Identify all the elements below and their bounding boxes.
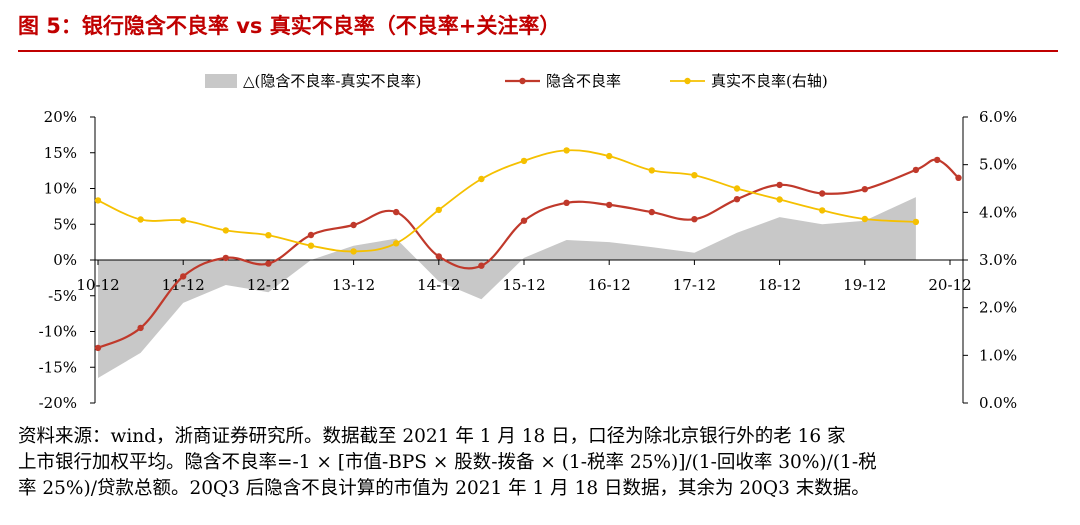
- point-actual-npl: [912, 218, 920, 226]
- right-tick-label: 3.0%: [979, 251, 1017, 269]
- point-implied-npl: [912, 166, 920, 174]
- left-tick-label: -10%: [39, 323, 77, 341]
- left-tick-label: 15%: [44, 144, 77, 162]
- point-implied-npl: [180, 273, 187, 280]
- point-implied-npl: [520, 217, 528, 224]
- line-series-implied-npl: [97, 158, 960, 349]
- legend-marker-actual-npl: [684, 77, 691, 85]
- point-implied-npl: [265, 260, 272, 267]
- point-actual-npl: [307, 242, 315, 249]
- left-tick-label: 0%: [53, 251, 77, 269]
- point-implied-npl: [563, 199, 570, 206]
- point-actual-npl: [819, 207, 826, 214]
- point-actual-npl: [563, 147, 570, 154]
- point-implied-npl: [955, 174, 962, 181]
- x-tick-label: 14-12: [417, 276, 460, 294]
- chart: △(隐含不良率-真实不良率) 隐含不良率 真实不良率(右轴) 20% 15% 10% 5%…: [39, 72, 1018, 412]
- area-series-delta: [98, 197, 916, 378]
- point-actual-npl: [478, 175, 485, 183]
- point-actual-npl: [776, 196, 783, 203]
- x-tick-label: 17-12: [673, 276, 716, 294]
- point-implied-npl: [733, 196, 741, 203]
- x-tick-label: 10-12: [76, 276, 119, 294]
- point-implied-npl: [691, 216, 698, 223]
- x-tick-label: 19-12: [843, 276, 886, 294]
- point-actual-npl: [222, 227, 229, 234]
- point-actual-npl: [733, 185, 741, 192]
- point-actual-npl: [520, 157, 528, 165]
- right-tick-label: 0.0%: [979, 394, 1017, 412]
- point-implied-npl: [606, 201, 613, 209]
- point-actual-npl: [350, 248, 357, 255]
- line-series-actual-npl: [97, 149, 916, 253]
- x-tick-label: 16-12: [588, 276, 631, 294]
- source-line-2: 上市银行加权平均。隐含不良率=-1 × [市值-BPS × 股数-拨备 × (1…: [18, 452, 877, 473]
- legend-label-implied-npl: 隐含不良率: [546, 72, 621, 90]
- x-tick-label: 12-12: [247, 276, 290, 294]
- chart-legend: △(隐含不良率-真实不良率) 隐含不良率 真实不良率(右轴): [205, 72, 828, 90]
- point-actual-npl: [435, 206, 442, 214]
- point-actual-npl: [180, 217, 187, 224]
- legend-marker-implied-npl: [519, 77, 526, 85]
- point-implied-npl: [648, 208, 655, 216]
- right-tick-label: 1.0%: [979, 346, 1017, 364]
- point-actual-npl: [691, 172, 698, 179]
- legend-label-actual-npl: 真实不良率(右轴): [711, 72, 828, 90]
- title-rule: [18, 50, 1058, 52]
- point-implied-npl: [94, 344, 102, 352]
- point-implied-npl: [350, 221, 357, 229]
- lines-layer: [94, 147, 962, 352]
- figure-title: 图 5：银行隐含不良率 vs 真实不良率（不良率+关注率）: [18, 14, 561, 38]
- point-implied-npl: [776, 181, 783, 189]
- point-actual-npl: [606, 152, 613, 160]
- point-actual-npl: [265, 232, 272, 239]
- right-tick-label: 2.0%: [979, 299, 1017, 317]
- left-tick-label: 20%: [44, 108, 77, 126]
- right-tick-label: 5.0%: [979, 156, 1017, 174]
- left-tick-label: 5%: [53, 215, 77, 233]
- point-actual-npl: [94, 197, 102, 204]
- source-note: 资料来源：wind，浙商证券研究所。数据截至 2021 年 1 月 18 日，口…: [18, 424, 1068, 502]
- point-implied-npl: [393, 208, 400, 216]
- right-tick-label: 4.0%: [979, 203, 1017, 221]
- x-tick-label: 13-12: [332, 276, 375, 294]
- point-implied-npl: [137, 324, 144, 332]
- point-actual-npl: [648, 167, 655, 174]
- source-line-1: 资料来源：wind，浙商证券研究所。数据截至 2021 年 1 月 18 日，口…: [18, 426, 846, 447]
- x-tick-label: 18-12: [758, 276, 801, 294]
- point-implied-npl: [435, 253, 442, 260]
- right-tick-label: 6.0%: [979, 108, 1017, 126]
- point-implied-npl: [307, 231, 315, 239]
- left-tick-label: -15%: [39, 358, 77, 376]
- left-tick-label: 10%: [44, 180, 77, 198]
- point-implied-npl: [819, 190, 826, 197]
- legend-swatch-delta: [205, 74, 237, 88]
- point-implied-npl: [478, 262, 485, 269]
- source-line-3: 率 25%)/贷款总额。20Q3 后隐含不良计算的市值为 2021 年 1 月 …: [18, 478, 870, 499]
- point-actual-npl: [861, 215, 868, 223]
- area-layer: [98, 197, 916, 378]
- point-actual-npl: [137, 216, 144, 223]
- legend-label-delta: △(隐含不良率-真实不良率): [243, 72, 421, 90]
- x-tick-label: 20-12: [928, 276, 971, 294]
- left-tick-label: -20%: [39, 394, 77, 412]
- x-tick-label: 15-12: [502, 276, 545, 294]
- point-implied-npl: [934, 156, 941, 164]
- point-implied-npl: [861, 186, 868, 193]
- point-implied-npl: [222, 254, 229, 262]
- chart-axes: 20% 15% 10% 5% 0% -5% -10% -15% -20% 6.0% 5.0% 4.0%…: [39, 108, 1018, 412]
- point-actual-npl: [393, 240, 400, 247]
- left-tick-label: -5%: [48, 287, 77, 305]
